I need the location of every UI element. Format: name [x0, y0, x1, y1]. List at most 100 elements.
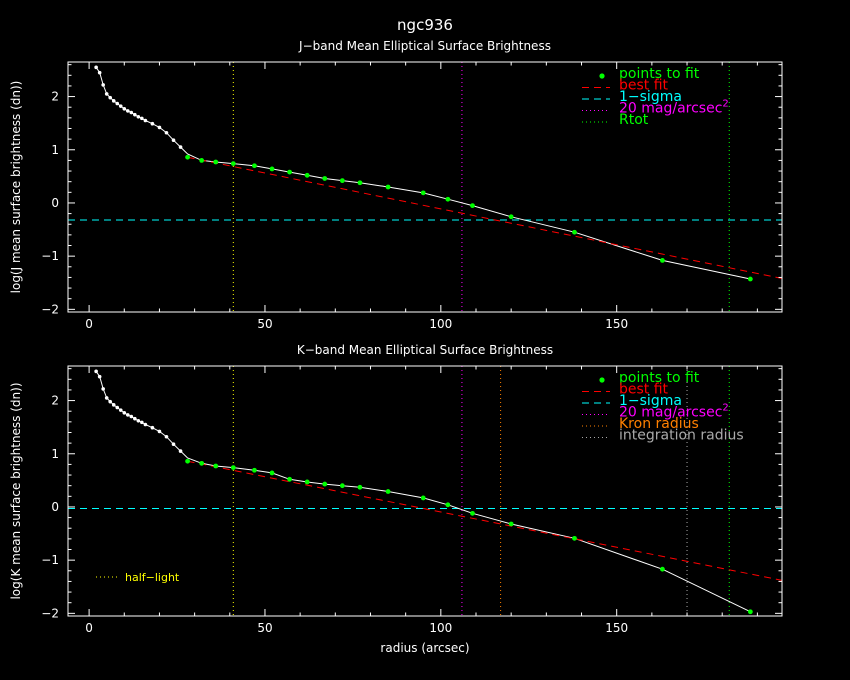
fit-point: [357, 180, 363, 186]
legend-label: 1−sigma: [619, 393, 682, 409]
profile-point: [101, 387, 105, 391]
fit-point: [445, 502, 451, 508]
fit-point: [508, 214, 514, 220]
legend-label: 20 mag/arcsec2: [619, 403, 729, 421]
profile-point: [115, 405, 120, 410]
panel-title-j: J−band Mean Elliptical Surface Brightnes…: [298, 39, 551, 53]
profile-point: [171, 138, 176, 142]
fit-point: [445, 196, 451, 202]
profile-point: [157, 125, 162, 130]
y-tick-label: −2: [41, 302, 59, 316]
fit-point: [252, 163, 257, 169]
legend-label: integration radius: [619, 428, 744, 444]
legend-marker: [599, 73, 605, 79]
profile-point: [97, 374, 102, 379]
fit-point: [322, 176, 328, 181]
y-axis-label-k: log(K mean surface brightness (dn)): [9, 382, 23, 599]
x-tick-label: 0: [85, 317, 93, 331]
profile-point: [178, 145, 183, 149]
profile-point: [108, 399, 113, 404]
fit-point: [357, 484, 363, 490]
profile-point: [104, 396, 109, 400]
profile-point: [164, 434, 169, 439]
profile-point: [97, 70, 102, 75]
x-tick-label: 100: [429, 317, 452, 331]
fit-point: [269, 470, 275, 476]
legend-label: 20 mag/arcsec2: [619, 99, 729, 117]
legend-marker: [599, 377, 605, 383]
fit-point: [385, 184, 391, 190]
legend-superscript: 2: [722, 99, 728, 110]
legend-label: points to fit: [619, 370, 700, 386]
profile-point: [164, 130, 169, 135]
profile-point: [122, 107, 127, 111]
plot-frame-j: [67, 61, 783, 313]
profile-point: [136, 114, 141, 119]
half-light-label: half−light: [125, 571, 180, 584]
fit-point: [385, 489, 391, 494]
profile-point: [108, 95, 113, 100]
legend-superscript: 2: [722, 403, 728, 414]
best-fit-line-k: [187, 460, 782, 581]
profile-point: [125, 109, 130, 113]
fit-point: [269, 166, 275, 172]
profile-point: [133, 112, 137, 117]
legend-label: best fit: [619, 78, 669, 94]
best-fit-line-j: [187, 156, 782, 279]
profile-point: [150, 121, 155, 126]
profile-point: [133, 416, 137, 421]
profile-point: [125, 413, 130, 417]
fit-point: [287, 169, 292, 175]
y-tick-label: −2: [41, 606, 59, 620]
profile-point: [118, 408, 123, 412]
fit-point: [230, 161, 236, 166]
profile-point: [171, 442, 176, 446]
fit-point: [185, 458, 190, 464]
profile-point: [140, 420, 144, 425]
profile-point: [111, 403, 116, 407]
y-tick-label: 0: [51, 500, 59, 514]
profile-point: [143, 422, 148, 427]
fit-point: [470, 510, 475, 516]
fit-point: [287, 476, 292, 482]
x-tick-label: 50: [257, 317, 272, 331]
panel-k-band: K−band Mean Elliptical Surface Brightnes…: [9, 343, 783, 635]
fit-point: [339, 178, 345, 184]
fit-point: [572, 229, 577, 235]
y-tick-label: 1: [51, 447, 59, 461]
y-tick-label: 1: [51, 143, 59, 157]
fit-point: [660, 258, 665, 263]
profile-point: [143, 118, 148, 123]
plot-panels: J−band Mean Elliptical Surface Brightnes…: [9, 39, 783, 635]
fit-point: [213, 159, 219, 165]
fit-point: [199, 158, 205, 163]
fit-point: [747, 276, 753, 282]
fit-point: [322, 481, 328, 487]
profile-point: [115, 101, 120, 106]
profile-point: [129, 414, 134, 419]
profile-point: [94, 369, 98, 374]
y-tick-label: 2: [51, 394, 59, 408]
x-tick-label: 150: [605, 317, 628, 331]
profile-point: [118, 104, 123, 108]
profile-point: [101, 83, 105, 87]
fit-point: [230, 465, 236, 470]
legend-label: Rtot: [619, 112, 649, 128]
y-tick-label: 0: [51, 196, 59, 210]
profile-point: [129, 110, 134, 115]
fit-point: [420, 495, 426, 501]
legend-label: 1−sigma: [619, 89, 682, 105]
fit-point: [213, 463, 219, 469]
fit-point: [420, 190, 426, 196]
x-tick-label: 100: [429, 621, 452, 635]
fit-point: [470, 203, 475, 209]
profile-point: [104, 92, 109, 96]
profile-point: [122, 411, 127, 415]
fit-point: [304, 479, 310, 485]
profile-point: [136, 418, 141, 423]
fit-point: [185, 154, 190, 160]
figure-title: ngc936: [397, 16, 453, 34]
panel-j-band: J−band Mean Elliptical Surface Brightnes…: [9, 39, 783, 331]
